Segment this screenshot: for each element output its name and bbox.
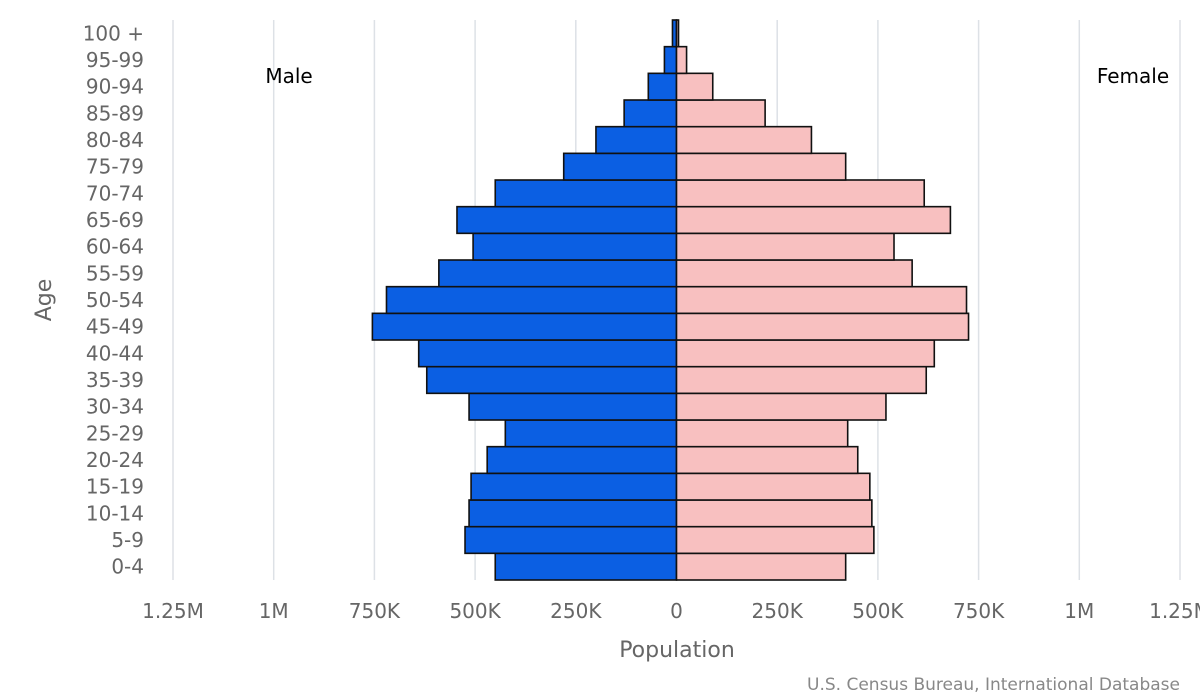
female-bar-60-64 [675, 232, 895, 261]
male-bar-55-59 [438, 259, 678, 288]
x-tick-label: 500K [449, 599, 501, 623]
male-bar-35-39 [425, 365, 678, 395]
male-bar-70-74 [494, 179, 678, 208]
female-bar-5-9 [675, 525, 875, 555]
x-tick-label: 250K [752, 599, 804, 623]
female-bar-50-54 [675, 285, 968, 315]
bars [371, 19, 970, 581]
x-axis-ticks: 1.25M 1M 750K 500K 250K 0 250K 500K 750K 1M 1.25M [142, 599, 1200, 623]
female-bar-0-4 [675, 552, 847, 581]
y-tick-label: 25-29 [86, 421, 144, 445]
male-bar-90-94 [647, 72, 678, 101]
x-axis-title: Population [619, 638, 735, 663]
male-bar-75-79 [562, 152, 678, 181]
male-bar-85-89 [623, 99, 678, 128]
female-label: Female [1097, 64, 1169, 88]
y-tick-label: 45-49 [86, 315, 144, 339]
female-bar-85-89 [675, 99, 766, 128]
y-tick-label: 5-9 [111, 528, 144, 552]
x-tick-label: 1.25M [1149, 599, 1200, 623]
x-tick-label: 1.25M [142, 599, 204, 623]
female-bar-45-49 [675, 312, 970, 341]
male-bar-65-69 [456, 205, 678, 235]
male-bar-40-44 [417, 339, 678, 368]
female-bar-30-34 [675, 392, 887, 421]
female-bar-25-29 [675, 419, 849, 448]
y-tick-label: 15-19 [86, 475, 144, 499]
male-bar-80-84 [595, 125, 678, 155]
x-tick-label: 500K [852, 599, 904, 623]
female-bar-70-74 [675, 179, 926, 208]
y-tick-label: 55-59 [86, 261, 144, 285]
female-bar-75-79 [675, 152, 847, 181]
y-tick-label: 70-74 [86, 181, 144, 205]
y-tick-label: 10-14 [86, 501, 144, 525]
male-bar-60-64 [472, 232, 678, 261]
male-bar-20-24 [486, 445, 678, 475]
female-bar-20-24 [675, 445, 859, 475]
y-tick-label: 40-44 [86, 341, 144, 365]
female-bar-95-99 [675, 45, 688, 75]
y-tick-label: 65-69 [86, 208, 144, 232]
female-bar-40-44 [675, 339, 936, 368]
y-axis-title: Age [32, 279, 57, 322]
x-tick-label: 0 [670, 599, 683, 623]
male-bar-25-29 [504, 419, 678, 448]
male-bar-95-99 [663, 45, 678, 75]
x-tick-label: 750K [953, 599, 1005, 623]
female-bar-65-69 [675, 205, 952, 235]
male-bar-50-54 [385, 285, 678, 315]
y-tick-label: 30-34 [86, 395, 144, 419]
y-tick-label: 75-79 [86, 155, 144, 179]
female-bar-90-94 [675, 72, 714, 101]
y-tick-label: 85-89 [86, 101, 144, 125]
y-tick-label: 95-99 [86, 48, 144, 72]
x-tick-label: 250K [550, 599, 602, 623]
male-bar-5-9 [464, 525, 678, 555]
source-credit: U.S. Census Bureau, International Databa… [807, 675, 1180, 695]
male-bar-15-19 [470, 472, 678, 501]
y-tick-label: 35-39 [86, 368, 144, 392]
female-bar-100 [675, 19, 680, 48]
male-bar-30-34 [468, 392, 678, 421]
female-bar-15-19 [675, 472, 871, 501]
y-tick-label: 80-84 [86, 128, 144, 152]
x-tick-label: 1M [1064, 599, 1094, 623]
male-label: Male [265, 64, 312, 88]
female-bar-10-14 [675, 499, 873, 528]
x-tick-label: 1M [259, 599, 289, 623]
y-tick-label: 60-64 [86, 235, 144, 259]
y-tick-label: 100 + [83, 21, 144, 45]
female-bar-80-84 [675, 125, 813, 155]
y-tick-label: 20-24 [86, 448, 144, 472]
y-tick-label: 50-54 [86, 288, 144, 312]
female-bar-35-39 [675, 365, 928, 395]
x-tick-label: 750K [349, 599, 401, 623]
y-tick-label: 90-94 [86, 75, 144, 99]
male-bar-0-4 [494, 552, 678, 581]
y-tick-label: 0-4 [111, 555, 144, 579]
male-bar-45-49 [371, 312, 678, 341]
male-bar-10-14 [468, 499, 678, 528]
female-bar-55-59 [675, 259, 913, 288]
